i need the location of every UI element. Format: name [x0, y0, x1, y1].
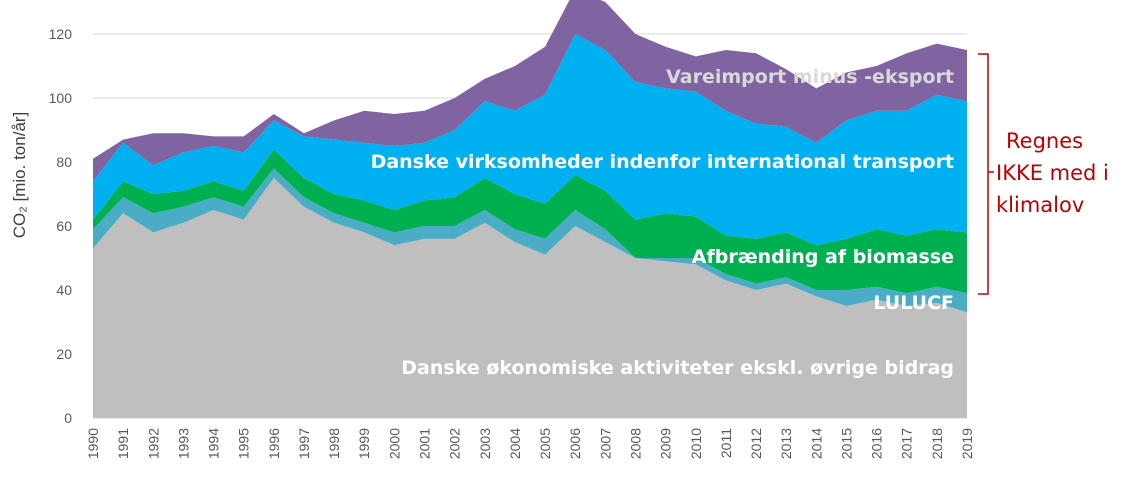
area-0 [93, 178, 967, 418]
x-tick-label: 2007 [597, 428, 613, 459]
x-tick-label: 2010 [688, 428, 704, 459]
x-tick-label: 2013 [778, 428, 794, 459]
x-tick-label: 2018 [929, 428, 945, 459]
x-tick-label: 2001 [417, 428, 433, 459]
area-3 [93, 34, 967, 246]
x-tick-label: 2000 [386, 428, 402, 459]
x-tick-label: 1994 [206, 428, 222, 459]
area-series [93, 0, 967, 418]
bracket-note-line-3: klimalov [996, 193, 1084, 217]
x-tick-label: 2003 [477, 428, 493, 459]
x-tick-label: 2011 [718, 428, 734, 458]
series-label-lulucf: LULUCF [873, 292, 954, 314]
x-tick-label: 2019 [959, 428, 975, 459]
x-tick-label: 1999 [356, 428, 372, 459]
x-tick-label: 2017 [899, 428, 915, 459]
series-label-international-transport: Danske virksomheder indenfor internation… [371, 151, 954, 173]
x-tick-label: 2009 [658, 428, 674, 459]
y-tick-label: 60 [56, 218, 72, 234]
y-tick-label: 120 [49, 26, 73, 42]
area-2 [93, 149, 967, 294]
area-4 [93, 0, 967, 182]
x-tick-label: 1998 [326, 428, 342, 459]
x-tick-label: 1996 [266, 428, 282, 459]
x-tick-label: 2008 [627, 428, 643, 459]
x-tick-label: 2002 [447, 428, 463, 459]
series-label-biomasse: Afbrænding af biomasse [692, 246, 954, 268]
series-label-vareimport: Vareimport minus -eksport [666, 66, 954, 88]
y-tick-label: 80 [56, 154, 72, 170]
x-tick-label: 2014 [808, 428, 824, 459]
x-tick-label: 1992 [145, 428, 161, 459]
y-tick-label: 0 [64, 410, 72, 426]
x-tick-label: 2016 [869, 428, 885, 459]
y-axis-ticks: 0 20 40 60 80 100 120 [49, 26, 73, 426]
x-tick-label: 1991 [115, 428, 131, 459]
x-tick-label: 1990 [85, 428, 101, 459]
bracket-note-line-1: Regnes [1006, 129, 1083, 153]
x-tick-label: 2015 [838, 428, 854, 459]
x-tick-label: 1993 [175, 428, 191, 459]
x-tick-label: 2004 [507, 428, 523, 459]
y-tick-label: 40 [56, 282, 72, 298]
x-axis-ticks: 1990 1991 1992 1993 1994 1995 1996 1997 1998 1999… [85, 428, 975, 459]
y-tick-label: 20 [56, 346, 72, 362]
x-tick-label: 2006 [567, 428, 583, 459]
y-tick-label: 100 [49, 90, 73, 106]
x-tick-label: 2012 [748, 428, 764, 459]
bracket [978, 53, 994, 295]
area-1 [93, 168, 967, 313]
y-axis-label: CO₂ [mio. ton/år] [10, 112, 29, 239]
x-tick-label: 2005 [537, 428, 553, 459]
series-label-danske-aktiviteter: Danske økonomiske aktiviteter ekskl. øvr… [401, 357, 954, 379]
x-tick-label: 1997 [296, 428, 312, 459]
x-tick-label: 1995 [236, 428, 252, 459]
bracket-note-line-2: IKKE med i [996, 161, 1109, 185]
